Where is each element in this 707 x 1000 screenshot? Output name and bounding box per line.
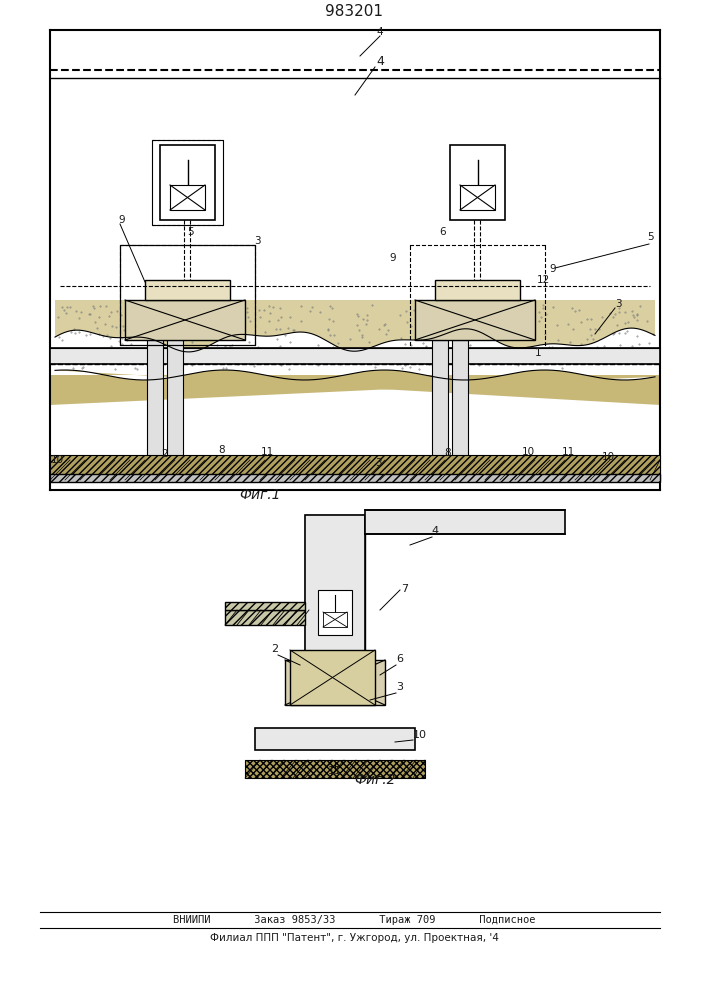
Text: 8: 8 [218, 445, 226, 455]
Text: 3: 3 [375, 458, 381, 468]
Text: 3: 3 [614, 299, 621, 309]
Bar [120, 245, 255, 345]
Text: 9: 9 [390, 253, 397, 263]
Text: 9: 9 [549, 264, 556, 274]
Bar [460, 185, 495, 210]
Text: 4: 4 [431, 526, 438, 536]
Bar [120, 245, 255, 345]
Text: 12: 12 [537, 275, 549, 285]
Text: 4: 4 [377, 27, 383, 37]
Text: 6: 6 [440, 227, 446, 237]
Text: Филиал ППП "Патент", г. Ужгород, ул. Проектная, '4: Филиал ППП "Патент", г. Ужгород, ул. Про… [209, 933, 498, 943]
Bar [152, 140, 223, 225]
Text: 4: 4 [376, 55, 384, 68]
Bar [255, 728, 415, 750]
Text: 983201: 983201 [325, 4, 383, 19]
Bar [125, 300, 245, 340]
Text: 2: 2 [162, 449, 168, 459]
Text: 11: 11 [260, 447, 274, 457]
Text: 11: 11 [561, 447, 575, 457]
Text: Фиг.2: Фиг.2 [354, 773, 396, 787]
Text: 10: 10 [602, 452, 614, 462]
Bar [432, 340, 448, 460]
Bar [50, 348, 660, 364]
Polygon shape [55, 300, 655, 352]
Bar [323, 612, 347, 627]
Text: 7: 7 [402, 584, 409, 594]
Bar [50, 455, 660, 480]
Text: 6: 6 [397, 654, 404, 664]
Text: ВНИИПИ       Заказ 9853/33       Тираж 709       Подписное: ВНИИПИ Заказ 9853/33 Тираж 709 Подписное [173, 915, 535, 925]
Text: 10: 10 [522, 447, 534, 457]
Bar [415, 300, 535, 340]
Polygon shape [50, 370, 660, 405]
Text: 8: 8 [445, 448, 451, 458]
Bar [145, 280, 230, 300]
Text: 9: 9 [119, 215, 125, 225]
Text: 1: 1 [534, 348, 542, 358]
Text: 5: 5 [187, 227, 193, 237]
Text: 3: 3 [254, 236, 260, 246]
Bar [167, 340, 183, 460]
Bar [285, 660, 385, 705]
Bar [170, 185, 205, 210]
Bar [305, 515, 365, 660]
Text: 3: 3 [397, 682, 404, 692]
Bar [435, 280, 520, 300]
Text: 5: 5 [648, 232, 654, 242]
Bar [225, 602, 305, 610]
Bar [318, 590, 352, 635]
Bar [450, 145, 505, 220]
Text: 10: 10 [413, 730, 427, 740]
Bar [290, 650, 375, 705]
Text: 2: 2 [271, 644, 279, 654]
Bar [245, 760, 425, 778]
Bar [50, 474, 660, 482]
Text: 10: 10 [50, 455, 64, 465]
Bar [365, 510, 565, 534]
Bar [147, 340, 163, 460]
Bar [305, 515, 365, 660]
Bar [452, 340, 468, 460]
Bar [225, 610, 305, 625]
Text: 11: 11 [328, 766, 342, 776]
Text: Фиг.1: Фиг.1 [239, 488, 281, 502]
Bar [160, 145, 215, 220]
